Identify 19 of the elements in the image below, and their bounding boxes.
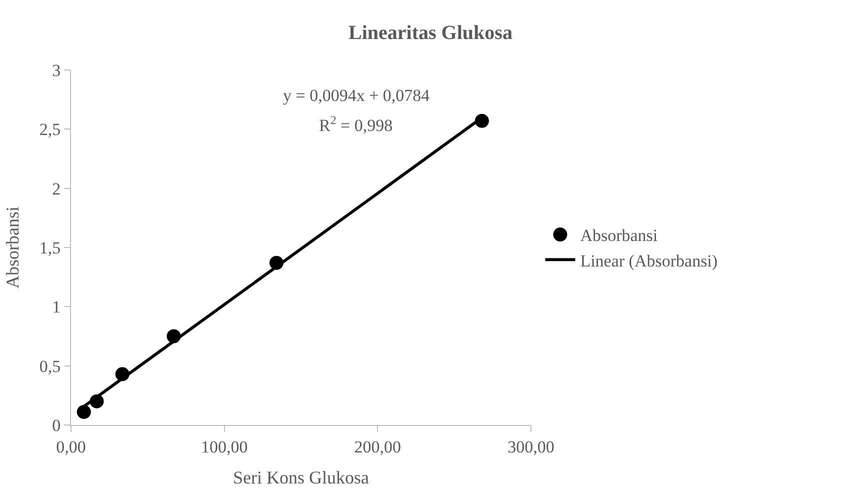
- annotation: R$^{2}$ = 0,998: [319, 113, 393, 136]
- x-axis-title: Seri Kons Glukosa: [233, 468, 370, 488]
- x-tick-label: 200,00: [354, 437, 402, 456]
- x-tick-label: 100,00: [200, 437, 248, 456]
- chart-title: Linearitas Glukosa: [348, 22, 512, 44]
- y-tick-label: 1,5: [39, 238, 61, 258]
- legend-label: Absorbansi: [580, 226, 658, 246]
- y-tick-label: 0: [52, 416, 61, 435]
- x-tick-label: 0,00: [56, 437, 86, 456]
- y-tick-label: 1: [52, 298, 61, 317]
- y-tick-label: 2,5: [39, 120, 61, 140]
- annotation: y = 0,0094x + 0,0784: [283, 86, 430, 105]
- y-tick-label: 3: [52, 60, 61, 80]
- x-tick-label: 300,00: [508, 437, 554, 456]
- point: [76, 404, 91, 419]
- y-axis-title: Absorbansi: [2, 206, 23, 288]
- y-tick-label: 2: [52, 179, 61, 198]
- legend-label: Linear (Absorbansi): [580, 251, 718, 270]
- y-tick-label: 0,5: [39, 356, 61, 376]
